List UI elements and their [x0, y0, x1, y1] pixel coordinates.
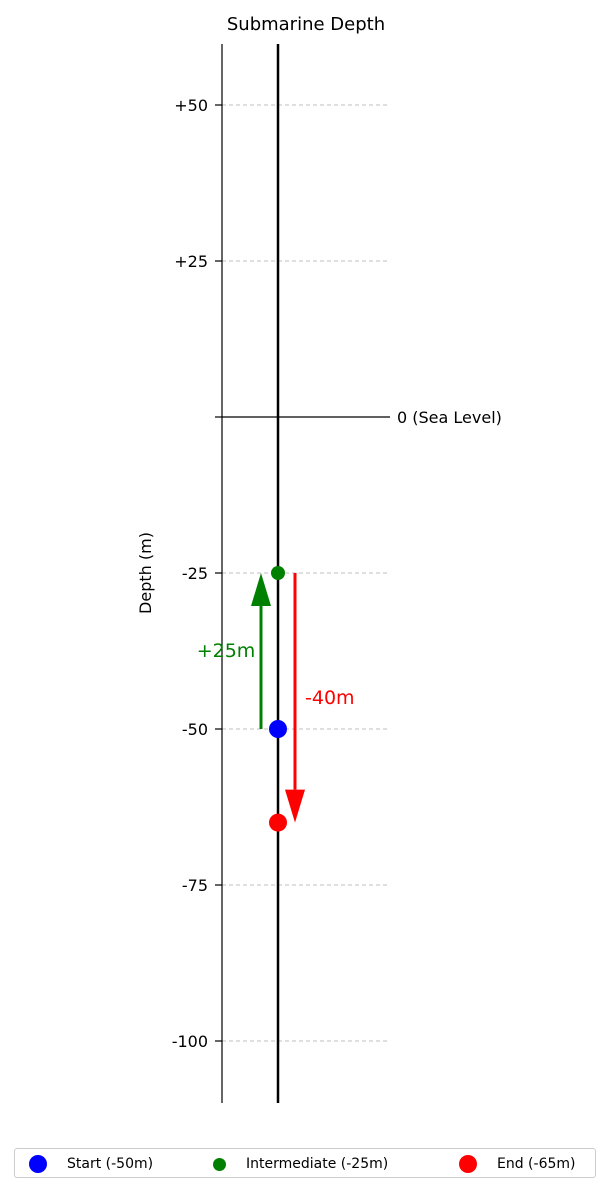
y-tick-label: -25 — [182, 564, 208, 583]
mark-layer — [251, 566, 305, 832]
legend-label: End (-65m) — [497, 1156, 576, 1172]
y-axis-label: Depth (m) — [136, 532, 155, 614]
legend-label: Intermediate (-25m) — [246, 1156, 389, 1172]
label-layer: Submarine Depth 0 (Sea Level) +50 +25 -25 -50… — [136, 14, 502, 1051]
y-tick-label: -100 — [172, 1032, 208, 1051]
sea-level-label: 0 (Sea Level) — [397, 408, 502, 427]
legend-item: Intermediate (-25m) — [213, 1149, 388, 1179]
change-arrow-label: -40m — [305, 687, 355, 709]
depth-point — [269, 720, 287, 738]
chart-title: Submarine Depth — [227, 14, 385, 35]
change-arrow-head — [285, 789, 305, 823]
legend-item: End (-65m) — [459, 1149, 575, 1179]
depth-point — [271, 566, 285, 580]
legend-marker — [29, 1155, 47, 1173]
legend-item: Start (-50m) — [29, 1149, 153, 1179]
legend-label: Start (-50m) — [67, 1156, 154, 1172]
y-tick-label: +25 — [174, 252, 208, 271]
change-arrow-head — [251, 573, 271, 606]
change-arrow-label: +25m — [197, 640, 256, 662]
y-tick-label: -50 — [182, 720, 208, 739]
grid-layer — [222, 104, 390, 1042]
legend-marker — [213, 1157, 226, 1171]
y-tick-label: +50 — [174, 96, 208, 115]
depth-point — [269, 813, 287, 832]
legend: Start (-50m) Intermediate (-25m) End (-65m… — [14, 1148, 596, 1178]
y-tick-label: -75 — [182, 876, 208, 895]
legend-marker — [459, 1155, 477, 1173]
